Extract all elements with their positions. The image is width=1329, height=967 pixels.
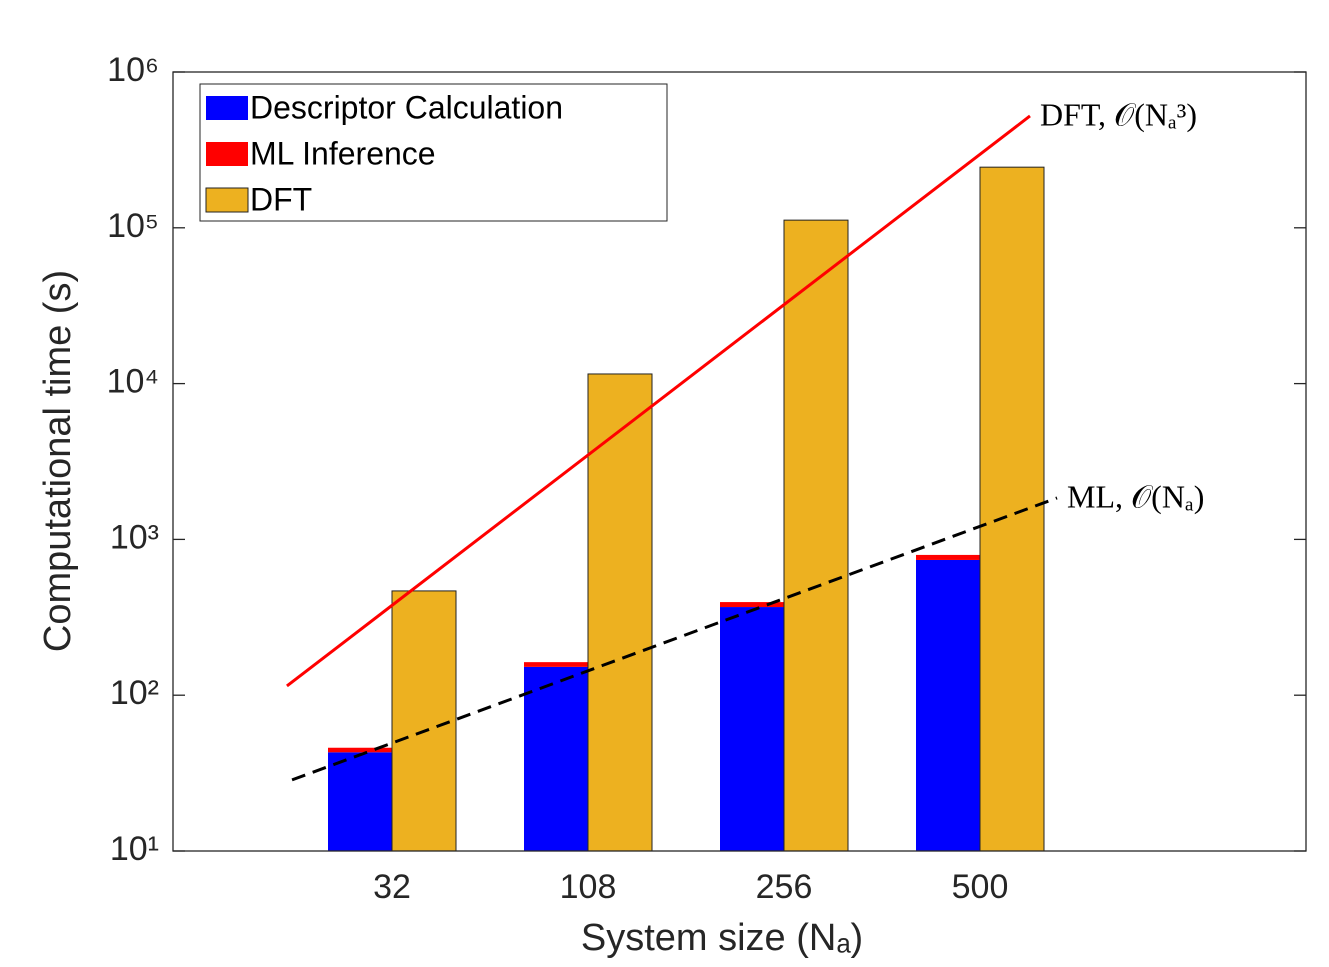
fit-line <box>291 496 1058 782</box>
x-axis-label: System size (Nₐ) <box>581 917 863 959</box>
legend-label: DFT <box>250 181 312 217</box>
legend-label: ML Inference <box>250 135 436 171</box>
bar <box>720 607 784 851</box>
legend-label: Descriptor Calculation <box>250 89 563 125</box>
fit-line <box>286 114 1031 688</box>
bar <box>328 747 392 753</box>
legend-swatch <box>205 187 249 213</box>
annotation: DFT, 𝒪(Nₐ³) <box>1040 96 1197 132</box>
bar <box>783 219 849 852</box>
y-tick-label: 10¹ <box>110 830 159 868</box>
legend-box <box>199 83 668 222</box>
x-tick-label: 32 <box>373 868 411 906</box>
bar <box>720 602 784 608</box>
bar <box>979 166 1045 852</box>
bar <box>587 373 653 852</box>
bar <box>524 662 588 667</box>
legend-swatch <box>206 142 248 166</box>
x-tick-label: 256 <box>756 868 813 906</box>
bar <box>328 752 392 851</box>
annotation: ML, 𝒪(Nₐ) <box>1067 478 1204 514</box>
x-tick-label: 500 <box>952 868 1009 906</box>
bar <box>916 554 980 560</box>
y-tick-label: 10⁶ <box>107 51 159 89</box>
y-tick-label: 10⁵ <box>107 207 159 245</box>
y-tick-label: 10² <box>110 674 159 712</box>
y-axis-label: Computational time (s) <box>37 270 79 652</box>
bar <box>524 666 588 851</box>
x-tick-label: 108 <box>560 868 617 906</box>
y-tick-label: 10⁴ <box>107 363 159 401</box>
plot-frame <box>172 71 1307 852</box>
legend-swatch <box>206 96 248 120</box>
bar <box>391 590 457 852</box>
bar <box>916 559 980 851</box>
y-tick-label: 10³ <box>110 518 159 556</box>
